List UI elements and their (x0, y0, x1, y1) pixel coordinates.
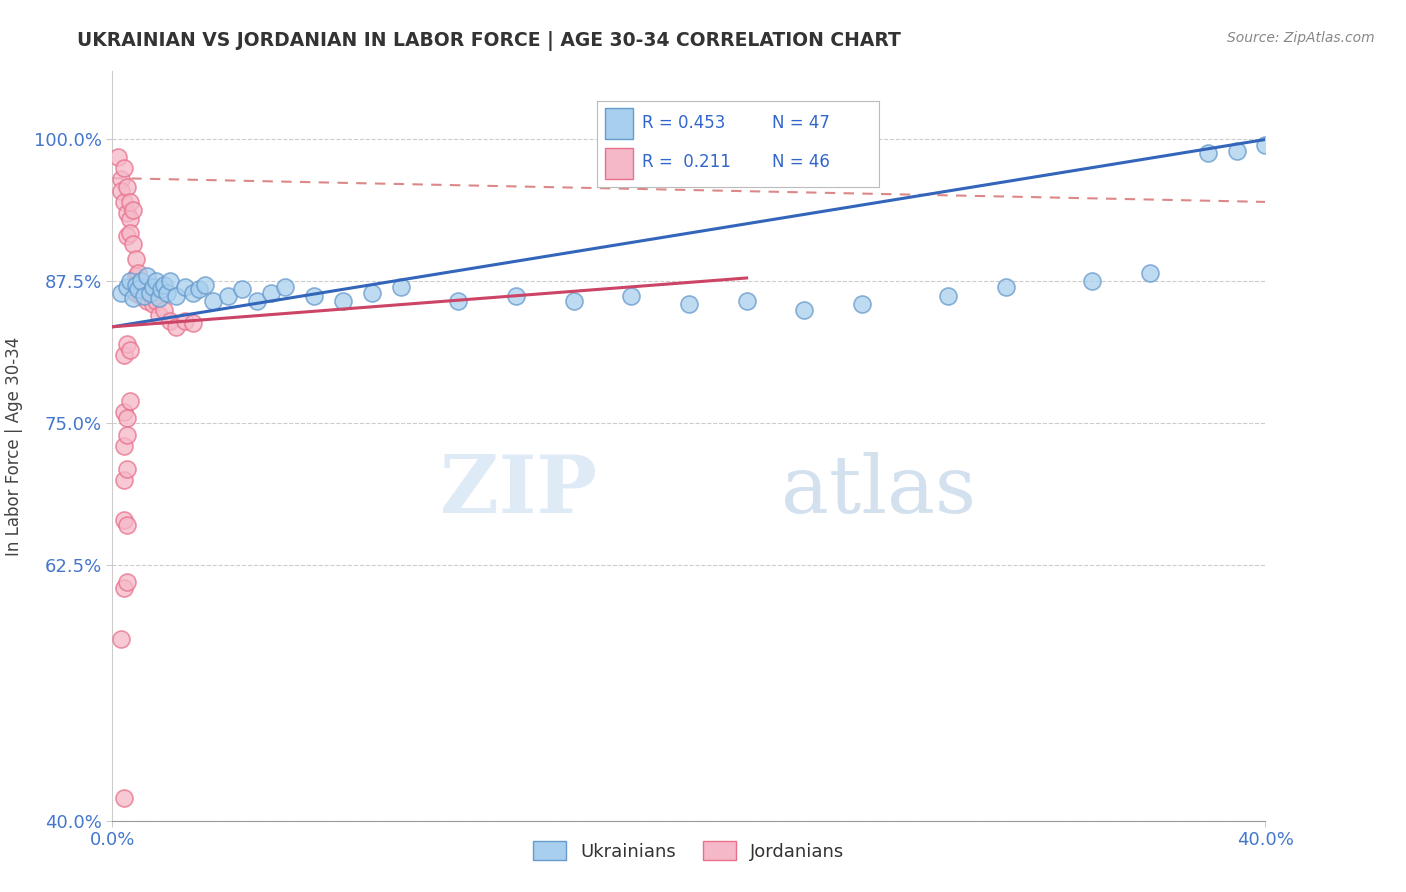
Point (112, 194, 135, 209)
Point (115, 461, 138, 475)
Text: Source: ZipAtlas.com: Source: ZipAtlas.com (1227, 31, 1375, 45)
Point (851, 297, 873, 311)
Point (118, 211, 141, 226)
Point (142, 280, 165, 294)
Point (124, 285, 146, 300)
Point (188, 282, 211, 296)
Text: UKRAINIAN VS JORDANIAN IN LABOR FORCE | AGE 30-34 CORRELATION CHART: UKRAINIAN VS JORDANIAN IN LABOR FORCE | … (77, 31, 901, 51)
Point (127, 282, 149, 296)
Point (1226, 144, 1249, 158)
Point (107, 149, 129, 163)
Point (332, 293, 354, 308)
Point (136, 268, 159, 283)
Point (156, 285, 179, 300)
Point (134, 280, 156, 294)
Point (110, 285, 132, 300)
Point (145, 293, 167, 308)
Point (173, 314, 195, 328)
Point (134, 289, 156, 303)
Point (139, 285, 162, 300)
Point (165, 289, 187, 303)
Point (112, 473, 135, 487)
Point (129, 289, 153, 303)
Point (145, 274, 167, 288)
Point (112, 405, 135, 419)
Point (153, 277, 176, 292)
Point (115, 280, 138, 294)
Point (274, 280, 297, 294)
Point (389, 280, 412, 294)
Point (153, 302, 176, 317)
Legend: Ukrainians, Jordanians: Ukrainians, Jordanians (526, 834, 852, 868)
Point (124, 268, 146, 283)
Point (121, 236, 143, 251)
Point (304, 289, 326, 303)
Point (1254, 138, 1277, 153)
Point (165, 319, 187, 334)
Point (112, 581, 135, 595)
Point (124, 277, 146, 292)
Point (995, 280, 1018, 294)
Point (121, 202, 143, 217)
Point (181, 285, 204, 300)
Point (735, 293, 758, 308)
Point (112, 791, 135, 805)
Point (194, 277, 217, 292)
Point (115, 180, 138, 194)
Point (139, 285, 162, 300)
Point (118, 194, 141, 209)
Y-axis label: In Labor Force | Age 30-34: In Labor Force | Age 30-34 (6, 336, 22, 556)
Point (231, 282, 253, 296)
Point (1139, 267, 1161, 281)
Point (110, 632, 132, 646)
Point (112, 161, 135, 175)
Point (202, 293, 225, 308)
Point (360, 285, 382, 300)
Point (136, 293, 159, 308)
Point (110, 172, 132, 186)
Point (260, 285, 283, 300)
Point (505, 289, 527, 303)
Point (181, 317, 204, 331)
Point (129, 274, 153, 288)
Point (159, 314, 181, 328)
Point (110, 184, 132, 198)
Point (112, 348, 135, 362)
Point (793, 302, 815, 317)
Point (115, 427, 138, 442)
Point (620, 289, 643, 303)
Point (115, 229, 138, 244)
Point (217, 289, 239, 303)
Point (150, 282, 173, 296)
Point (118, 393, 141, 408)
Text: atlas: atlas (782, 452, 976, 530)
Point (1081, 274, 1104, 288)
Point (112, 439, 135, 453)
Point (115, 575, 138, 590)
Point (115, 410, 138, 425)
Point (127, 267, 149, 281)
Point (1197, 146, 1219, 161)
Point (129, 274, 153, 288)
Point (118, 226, 141, 240)
Point (115, 336, 138, 351)
Point (562, 293, 585, 308)
Point (447, 293, 470, 308)
Point (148, 309, 170, 323)
Text: ZIP: ZIP (440, 452, 596, 530)
Point (112, 513, 135, 527)
Point (115, 518, 138, 533)
Point (678, 297, 700, 311)
Point (118, 343, 141, 357)
Point (246, 293, 269, 308)
Point (173, 280, 195, 294)
Point (124, 252, 146, 266)
Point (142, 297, 165, 311)
Point (159, 274, 181, 288)
Point (936, 289, 959, 303)
Point (121, 292, 143, 306)
Point (118, 274, 141, 288)
Point (115, 206, 138, 220)
Point (148, 292, 170, 306)
